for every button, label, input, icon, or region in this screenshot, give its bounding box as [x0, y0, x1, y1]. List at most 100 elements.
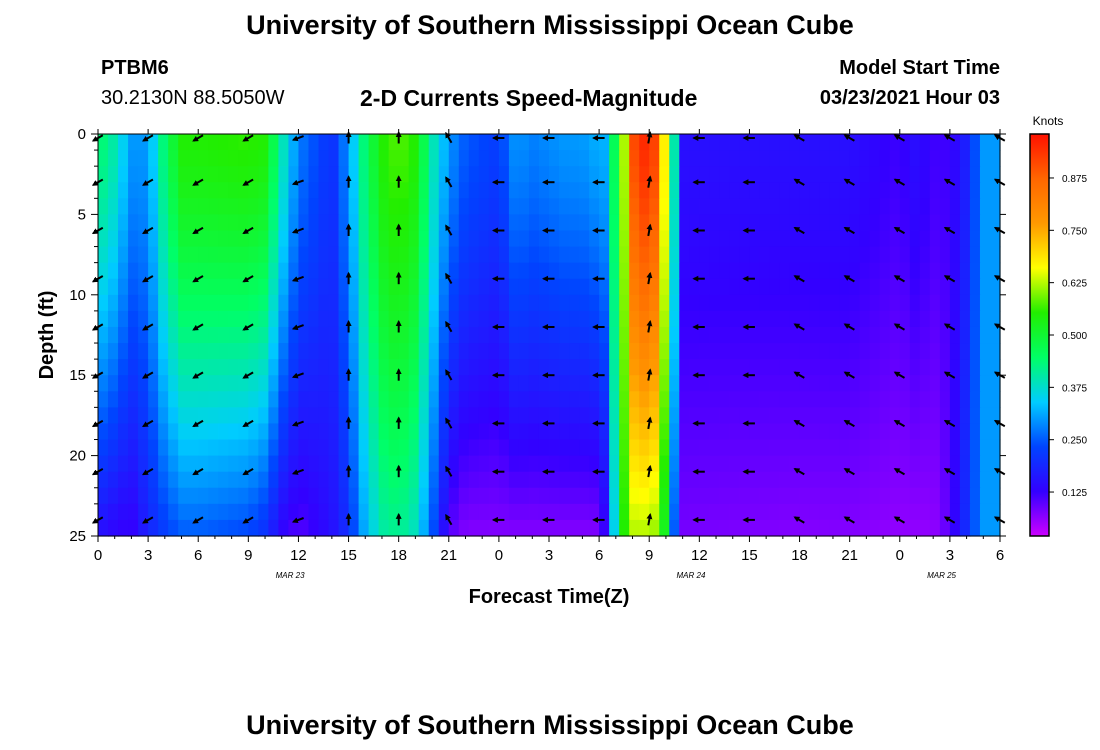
heatmap-cell	[579, 182, 590, 199]
heatmap-cell	[869, 294, 881, 312]
heatmap-cell	[268, 262, 279, 280]
heatmap-cell	[308, 230, 320, 248]
heatmap-cell	[919, 166, 931, 183]
heatmap-cell	[518, 310, 530, 328]
heatmap-cell	[428, 150, 440, 167]
current-vector-arrow	[445, 224, 453, 236]
heatmap-cell	[779, 343, 791, 360]
heatmap-cell	[579, 262, 590, 280]
heatmap-cell	[659, 487, 670, 505]
heatmap-cell	[238, 455, 249, 473]
heatmap-cell	[819, 519, 831, 537]
current-vector-arrow	[943, 419, 956, 428]
heatmap-cell	[478, 214, 490, 232]
heatmap-cell	[879, 246, 891, 264]
heatmap-cell	[358, 359, 370, 376]
heatmap-cell	[278, 487, 290, 505]
station-id: PTBM6	[101, 57, 169, 79]
heatmap-cell	[358, 455, 370, 473]
heatmap-cell	[338, 326, 350, 344]
heatmap-cell	[238, 166, 249, 183]
current-vector-arrow	[843, 134, 855, 142]
heatmap-cell	[318, 391, 330, 408]
heatmap-cell	[318, 230, 330, 248]
heatmap-cell	[979, 359, 991, 376]
heatmap-cell	[759, 166, 771, 183]
heatmap-cell	[709, 455, 720, 473]
heatmap-cell	[839, 150, 851, 167]
heatmap-cell	[458, 166, 470, 183]
heatmap-cell	[348, 230, 360, 248]
heatmap-cell	[579, 471, 590, 489]
heatmap-cell	[679, 519, 690, 537]
heatmap-cell	[979, 214, 991, 232]
current-vector-arrow	[646, 368, 653, 381]
heatmap-cell	[929, 455, 941, 473]
heatmap-cell	[839, 230, 851, 248]
heatmap-cell	[579, 455, 590, 473]
heatmap-cell	[488, 455, 500, 473]
heatmap-cell	[208, 519, 219, 537]
heatmap-cell	[368, 294, 380, 312]
heatmap-cell	[619, 487, 630, 505]
heatmap-cell	[218, 278, 229, 296]
heatmap-cell	[498, 343, 510, 360]
heatmap-cell	[899, 214, 911, 232]
heatmap-cell	[468, 278, 480, 296]
heatmap-cell	[589, 439, 600, 457]
heatmap-cell	[388, 182, 400, 199]
heatmap-cell	[849, 150, 861, 167]
heatmap-cell	[418, 134, 430, 151]
heatmap-cell	[398, 198, 410, 215]
heatmap-cell	[128, 214, 139, 232]
heatmap-cell	[719, 246, 730, 264]
heatmap-cell	[378, 166, 390, 183]
heatmap-cell	[829, 519, 841, 537]
heatmap-cell	[128, 166, 139, 183]
heatmap-cell	[829, 262, 841, 280]
heatmap-cell	[108, 423, 119, 441]
current-vector-arrow	[192, 134, 204, 142]
heatmap-cell	[799, 230, 811, 248]
heatmap-cell	[348, 487, 360, 505]
heatmap-cell	[889, 503, 901, 521]
heatmap-cell	[518, 471, 530, 489]
heatmap-cell	[278, 294, 290, 312]
heatmap-cell	[809, 198, 821, 215]
heatmap-cell	[619, 150, 630, 167]
heatmap-cell	[368, 487, 380, 505]
heatmap-cell	[829, 326, 841, 344]
heatmap-cell	[779, 423, 791, 441]
heatmap-cell	[458, 294, 470, 312]
heatmap-cell	[989, 423, 1001, 441]
heatmap-cell	[418, 326, 430, 344]
heatmap-cell	[438, 471, 450, 489]
heatmap-cell	[739, 359, 751, 376]
heatmap-cell	[228, 471, 239, 489]
heatmap-cell	[949, 503, 961, 521]
heatmap-cell	[318, 471, 330, 489]
heatmap-cell	[178, 375, 189, 392]
heatmap-cell	[589, 214, 600, 232]
heatmap-cell	[869, 326, 881, 344]
heatmap-cell	[168, 423, 179, 441]
heatmap-cell	[368, 166, 380, 183]
heatmap-cell	[338, 407, 350, 425]
heatmap-cell	[579, 407, 590, 425]
heatmap-cell	[458, 407, 470, 425]
heatmap-cell	[569, 262, 580, 280]
heatmap-cell	[879, 359, 891, 376]
heatmap-cell	[458, 246, 470, 264]
heatmap-cell	[859, 294, 871, 312]
heatmap-cell	[769, 359, 781, 376]
heatmap-cell	[98, 230, 109, 248]
current-vector-arrow	[141, 226, 154, 235]
x-tick-label: 6	[194, 547, 202, 564]
heatmap-cell	[498, 166, 510, 183]
heatmap-cell	[609, 487, 620, 505]
heatmap-cell	[799, 359, 811, 376]
heatmap-cell	[849, 214, 861, 232]
heatmap-cell	[709, 150, 720, 167]
heatmap-cell	[408, 134, 420, 151]
heatmap-cell	[418, 391, 430, 408]
